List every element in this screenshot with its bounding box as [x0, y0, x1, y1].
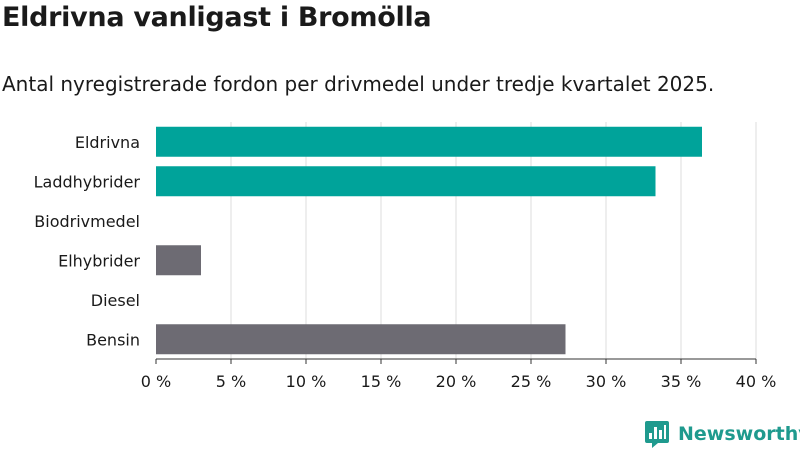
category-label: Diesel — [91, 291, 140, 310]
x-tick-label: 40 % — [736, 372, 777, 391]
brand-logo: Newsworthy — [644, 419, 800, 449]
brand-name: Newsworthy — [678, 423, 800, 445]
chart-title: Eldrivna vanligast i Bromölla — [2, 2, 432, 33]
x-tick-label: 35 % — [661, 372, 702, 391]
x-tick-label: 15 % — [361, 372, 402, 391]
category-label: Bensin — [86, 330, 140, 349]
x-tick-label: 10 % — [286, 372, 327, 391]
category-label: Eldrivna — [75, 133, 140, 152]
x-tick-label: 0 % — [141, 372, 171, 391]
bar — [156, 126, 702, 157]
grid-lines — [155, 122, 757, 364]
category-label: Laddhybrider — [34, 172, 141, 191]
x-tick-label: 25 % — [511, 372, 552, 391]
bar — [156, 166, 656, 197]
x-tick-label: 30 % — [586, 372, 627, 391]
bars — [156, 126, 702, 355]
category-label: Elhybrider — [58, 251, 140, 270]
x-tick-label: 20 % — [436, 372, 477, 391]
bar — [156, 324, 566, 355]
x-tick-labels: 0 % 5 % 10 % 15 % 20 % 25 % 30 % 35 % 40 % — [141, 372, 777, 391]
category-label: Biodrivmedel — [34, 212, 140, 231]
category-labels: Eldrivna Laddhybrider Biodrivmedel Elhybrid… — [34, 133, 141, 350]
x-tick-label: 5 % — [216, 372, 246, 391]
newsworthy-logo-icon — [645, 421, 669, 448]
chart-subtitle: Antal nyregistrerade fordon per drivmede… — [2, 72, 715, 96]
bar — [156, 245, 201, 276]
